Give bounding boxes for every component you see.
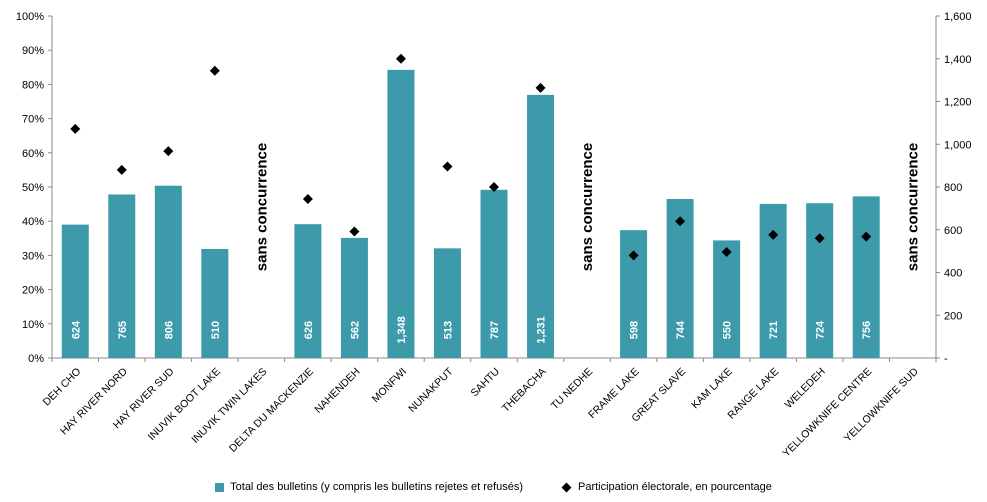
turnout-marker bbox=[163, 146, 174, 157]
left-tick-label: 20% bbox=[22, 285, 44, 297]
left-tick-label: 70% bbox=[22, 114, 44, 126]
legend-item-bars: Total des bulletins (y compris les bulle… bbox=[215, 481, 523, 493]
left-tick-label: 80% bbox=[22, 79, 44, 91]
category-label: YELLOWKNIFE CENTRE bbox=[780, 366, 874, 460]
legend-label-bars: Total des bulletins (y compris les bulle… bbox=[230, 481, 523, 493]
turnout-marker bbox=[116, 164, 127, 175]
bar-value-label: 721 bbox=[768, 321, 780, 339]
bar bbox=[480, 189, 508, 358]
left-tick-label: 0% bbox=[28, 353, 44, 365]
bar-value-label: 598 bbox=[629, 321, 641, 339]
bar-value-label: 513 bbox=[442, 321, 454, 339]
bar-value-label: 806 bbox=[163, 321, 175, 339]
turnout-marker bbox=[395, 53, 406, 64]
category-label: DEH CHO bbox=[41, 366, 84, 409]
turnout-marker bbox=[302, 193, 313, 204]
category-label: MONFWI bbox=[370, 366, 409, 405]
legend-label-turnout: Participation électorale, en pourcentage bbox=[578, 481, 772, 493]
legend-swatch-bars bbox=[215, 482, 225, 492]
bar bbox=[527, 94, 555, 358]
right-tick-label: 1,200 bbox=[944, 97, 972, 109]
left-tick-label: 10% bbox=[22, 319, 44, 331]
bar bbox=[433, 248, 461, 358]
left-tick-label: 90% bbox=[22, 45, 44, 57]
uncontested-label: sans concurrence bbox=[253, 143, 270, 271]
right-tick-label: 1,400 bbox=[944, 54, 972, 66]
bar bbox=[852, 196, 880, 358]
turnout-marker bbox=[768, 229, 779, 240]
category-label: THEBACHA bbox=[500, 366, 549, 415]
uncontested-label: sans concurrence bbox=[905, 143, 922, 271]
right-tick-label: 1,000 bbox=[944, 139, 972, 151]
bar bbox=[108, 194, 136, 358]
turnout-marker bbox=[209, 65, 220, 76]
turnout-marker bbox=[535, 82, 546, 93]
right-tick-label: 1,600 bbox=[944, 11, 972, 23]
bar bbox=[154, 185, 182, 358]
turnout-marker bbox=[628, 250, 639, 261]
bar bbox=[294, 224, 322, 358]
bar bbox=[61, 224, 89, 358]
turnout-marker bbox=[70, 123, 81, 134]
bar-value-label: 744 bbox=[675, 320, 687, 339]
bar-value-label: 562 bbox=[349, 321, 361, 339]
turnout-marker bbox=[442, 161, 453, 172]
turnout-marker bbox=[675, 216, 686, 227]
bar bbox=[806, 203, 834, 358]
right-tick-label: 800 bbox=[944, 182, 962, 194]
bar-value-label: 724 bbox=[815, 320, 827, 339]
left-tick-label: 40% bbox=[22, 216, 44, 228]
right-tick-label: - bbox=[944, 353, 948, 365]
turnout-marker bbox=[861, 231, 872, 242]
left-tick-label: 50% bbox=[22, 182, 44, 194]
bar bbox=[759, 203, 787, 358]
category-label: WELEDEH bbox=[783, 366, 828, 411]
bar bbox=[387, 69, 415, 359]
turnout-marker bbox=[721, 246, 732, 257]
bar-value-label: 787 bbox=[489, 321, 501, 339]
category-label: NUNAKPUT bbox=[406, 365, 456, 415]
category-label: KAM LAKE bbox=[689, 366, 735, 412]
bar bbox=[713, 240, 741, 358]
bar bbox=[201, 248, 229, 358]
bar-value-label: 756 bbox=[861, 321, 873, 339]
turnout-marker bbox=[349, 226, 360, 237]
turnout-marker bbox=[489, 182, 499, 192]
legend: Total des bulletins (y compris les bulle… bbox=[0, 481, 987, 493]
right-tick-label: 200 bbox=[944, 310, 962, 322]
right-tick-label: 600 bbox=[944, 225, 962, 237]
bar-value-label: 624 bbox=[70, 320, 82, 339]
left-tick-label: 30% bbox=[22, 250, 44, 262]
right-tick-label: 400 bbox=[944, 268, 962, 280]
uncontested-label: sans concurrence bbox=[579, 143, 596, 271]
turnout-marker bbox=[814, 233, 825, 244]
category-label: TU NEDHE bbox=[549, 366, 595, 412]
legend-item-turnout: Participation électorale, en pourcentage bbox=[561, 481, 772, 493]
bar-value-label: 550 bbox=[722, 321, 734, 339]
legend-diamond-icon bbox=[561, 482, 572, 492]
left-tick-label: 100% bbox=[16, 11, 44, 23]
category-label: DELTA DU MACKENZIE bbox=[227, 366, 316, 455]
bar-value-label: 626 bbox=[303, 321, 315, 339]
category-label: SAHTU bbox=[468, 366, 502, 400]
left-tick-label: 60% bbox=[22, 148, 44, 160]
bar-value-label: 510 bbox=[210, 321, 222, 339]
bar-value-label: 1,231 bbox=[536, 316, 548, 344]
bar bbox=[340, 237, 368, 358]
bar-value-label: 765 bbox=[117, 321, 129, 339]
category-label: NAHENDEH bbox=[312, 366, 362, 416]
bar-value-label: 1,348 bbox=[396, 316, 408, 344]
